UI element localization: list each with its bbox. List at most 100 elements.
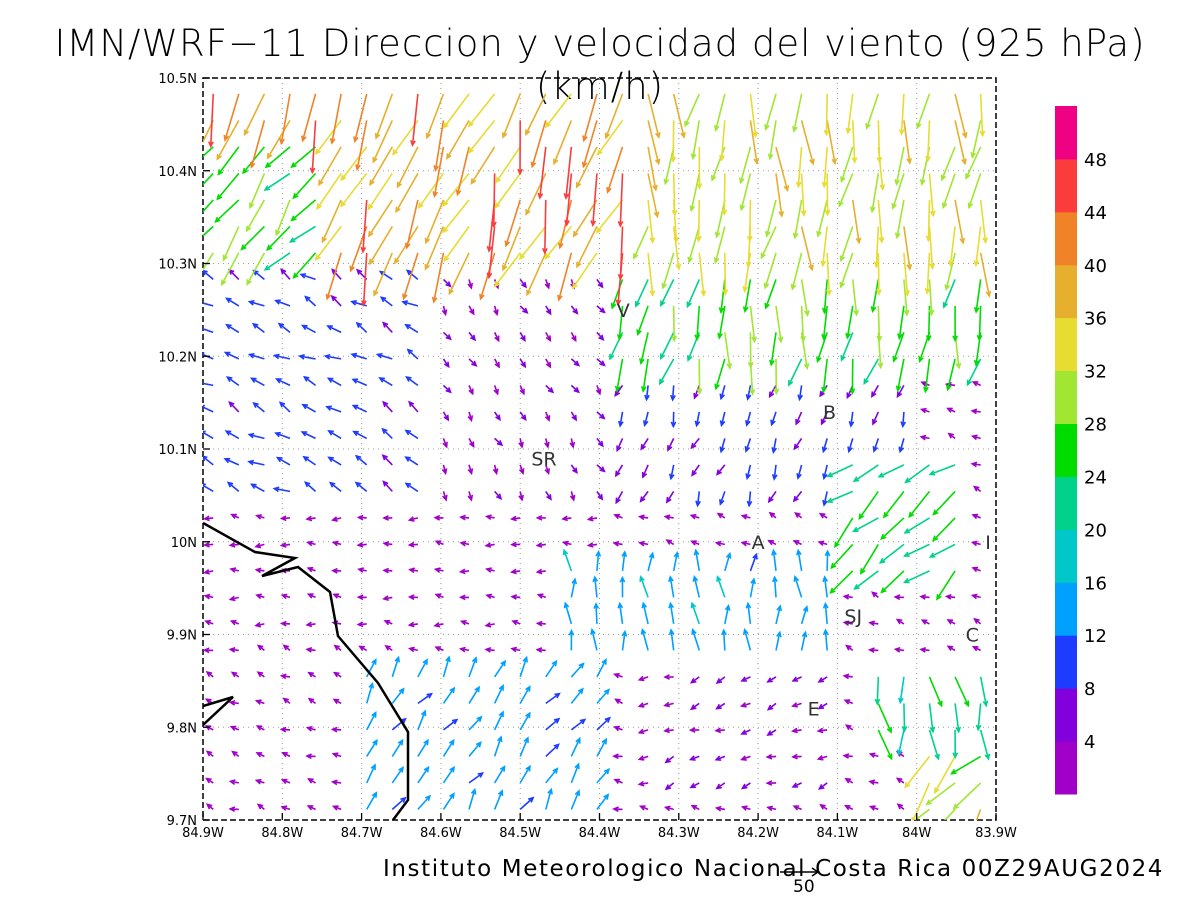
city-label-sj: SJ <box>844 606 862 628</box>
wind-vector <box>612 753 623 760</box>
wind-vector <box>695 199 702 243</box>
wind-vector <box>240 225 265 251</box>
wind-vector <box>871 384 880 399</box>
colorbar-swatch <box>1055 423 1077 477</box>
wind-vector <box>302 375 317 387</box>
wind-vector <box>367 172 393 211</box>
wind-vector <box>525 93 547 137</box>
wind-vector <box>822 464 828 481</box>
colorbar-swatch <box>1055 476 1077 530</box>
y-tick-label: 10N <box>171 536 197 551</box>
wind-vector <box>816 727 828 734</box>
wind-vector <box>331 752 342 758</box>
wind-vector <box>280 268 291 280</box>
wind-vector <box>264 146 291 169</box>
x-tick-label: 84.1W <box>816 826 858 841</box>
wind-vector <box>530 120 547 169</box>
wind-vector <box>791 727 802 734</box>
wind-vector <box>493 710 504 731</box>
wind-vector <box>845 93 854 135</box>
wind-vector <box>766 729 777 736</box>
wind-vector <box>467 491 474 502</box>
wind-vector <box>230 513 240 520</box>
wind-vector <box>971 646 982 652</box>
wind-vector <box>834 517 854 549</box>
wind-vector <box>817 782 828 790</box>
colorbar-label: 44 <box>1084 203 1107 224</box>
wind-vector <box>300 431 316 440</box>
wind-vector <box>722 252 729 296</box>
wind-vector <box>721 173 728 216</box>
wind-vector <box>434 593 444 599</box>
wind-vector <box>672 93 686 139</box>
wind-vector <box>251 322 265 334</box>
wind-vector <box>468 305 475 316</box>
wind-vector <box>274 431 291 440</box>
wind-vector <box>946 645 956 652</box>
wind-vector <box>775 630 782 651</box>
wind-vector <box>203 120 214 144</box>
wind-vector <box>895 777 905 784</box>
wind-vector <box>369 146 393 187</box>
wind-vector <box>433 567 444 573</box>
wind-vector <box>405 376 419 387</box>
wind-vector <box>638 805 649 811</box>
wind-vector <box>615 491 624 505</box>
wind-vector <box>246 252 266 286</box>
wind-vector <box>979 729 991 761</box>
wind-vector <box>820 226 828 268</box>
city-label-e: E <box>808 699 820 721</box>
wind-vector <box>788 358 803 387</box>
colorbar-label: 48 <box>1084 150 1107 171</box>
wind-vector <box>305 753 316 760</box>
wind-vector <box>663 805 674 812</box>
wind-vector <box>954 199 966 245</box>
wind-vector <box>672 550 680 572</box>
wind-vector <box>360 199 368 254</box>
wind-vector <box>767 490 777 504</box>
wind-vector <box>696 358 703 396</box>
wind-vector <box>775 146 790 192</box>
wind-vector <box>256 644 265 652</box>
wind-vector <box>663 727 674 734</box>
wind-vector <box>824 173 831 217</box>
wind-vector <box>455 146 470 197</box>
wind-vector <box>223 457 240 466</box>
x-tick-label: 84.7W <box>341 826 383 841</box>
footer-credit: Instituto Meteorologico Nacional Costa R… <box>383 856 1165 882</box>
wind-vector <box>519 711 531 731</box>
wind-vector <box>434 646 444 652</box>
wind-vector <box>928 173 936 218</box>
wind-vector <box>406 348 419 360</box>
wind-vector <box>668 628 675 651</box>
colorbar-label: 20 <box>1084 520 1107 541</box>
wind-vector <box>823 93 830 137</box>
wind-vector <box>768 511 777 519</box>
wind-vector <box>596 768 611 784</box>
wind-vector <box>688 727 700 733</box>
wind-vector <box>596 688 610 704</box>
wind-vector <box>882 490 905 519</box>
wind-vector <box>279 542 291 548</box>
wind-vector <box>658 358 675 386</box>
wind-vector <box>245 199 266 233</box>
wind-vector <box>484 542 495 548</box>
wind-vector <box>716 575 726 598</box>
wind-vector <box>442 655 451 678</box>
wind-vector <box>616 438 624 453</box>
wind-vector <box>255 725 265 731</box>
wind-vector <box>647 252 656 298</box>
wind-vector <box>407 516 419 522</box>
wind-vector <box>826 252 832 297</box>
wind-vector <box>817 702 828 710</box>
colorbar-swatch <box>1055 158 1077 213</box>
colorbar-label: 4 <box>1084 732 1095 753</box>
wind-vector <box>255 593 265 600</box>
wind-vector <box>684 93 700 128</box>
wind-vector <box>569 491 576 502</box>
wind-vector <box>690 120 701 161</box>
wind-vector <box>493 385 499 396</box>
wind-vector <box>468 772 485 784</box>
wind-vector <box>280 593 291 600</box>
city-label-v: V <box>617 300 630 322</box>
